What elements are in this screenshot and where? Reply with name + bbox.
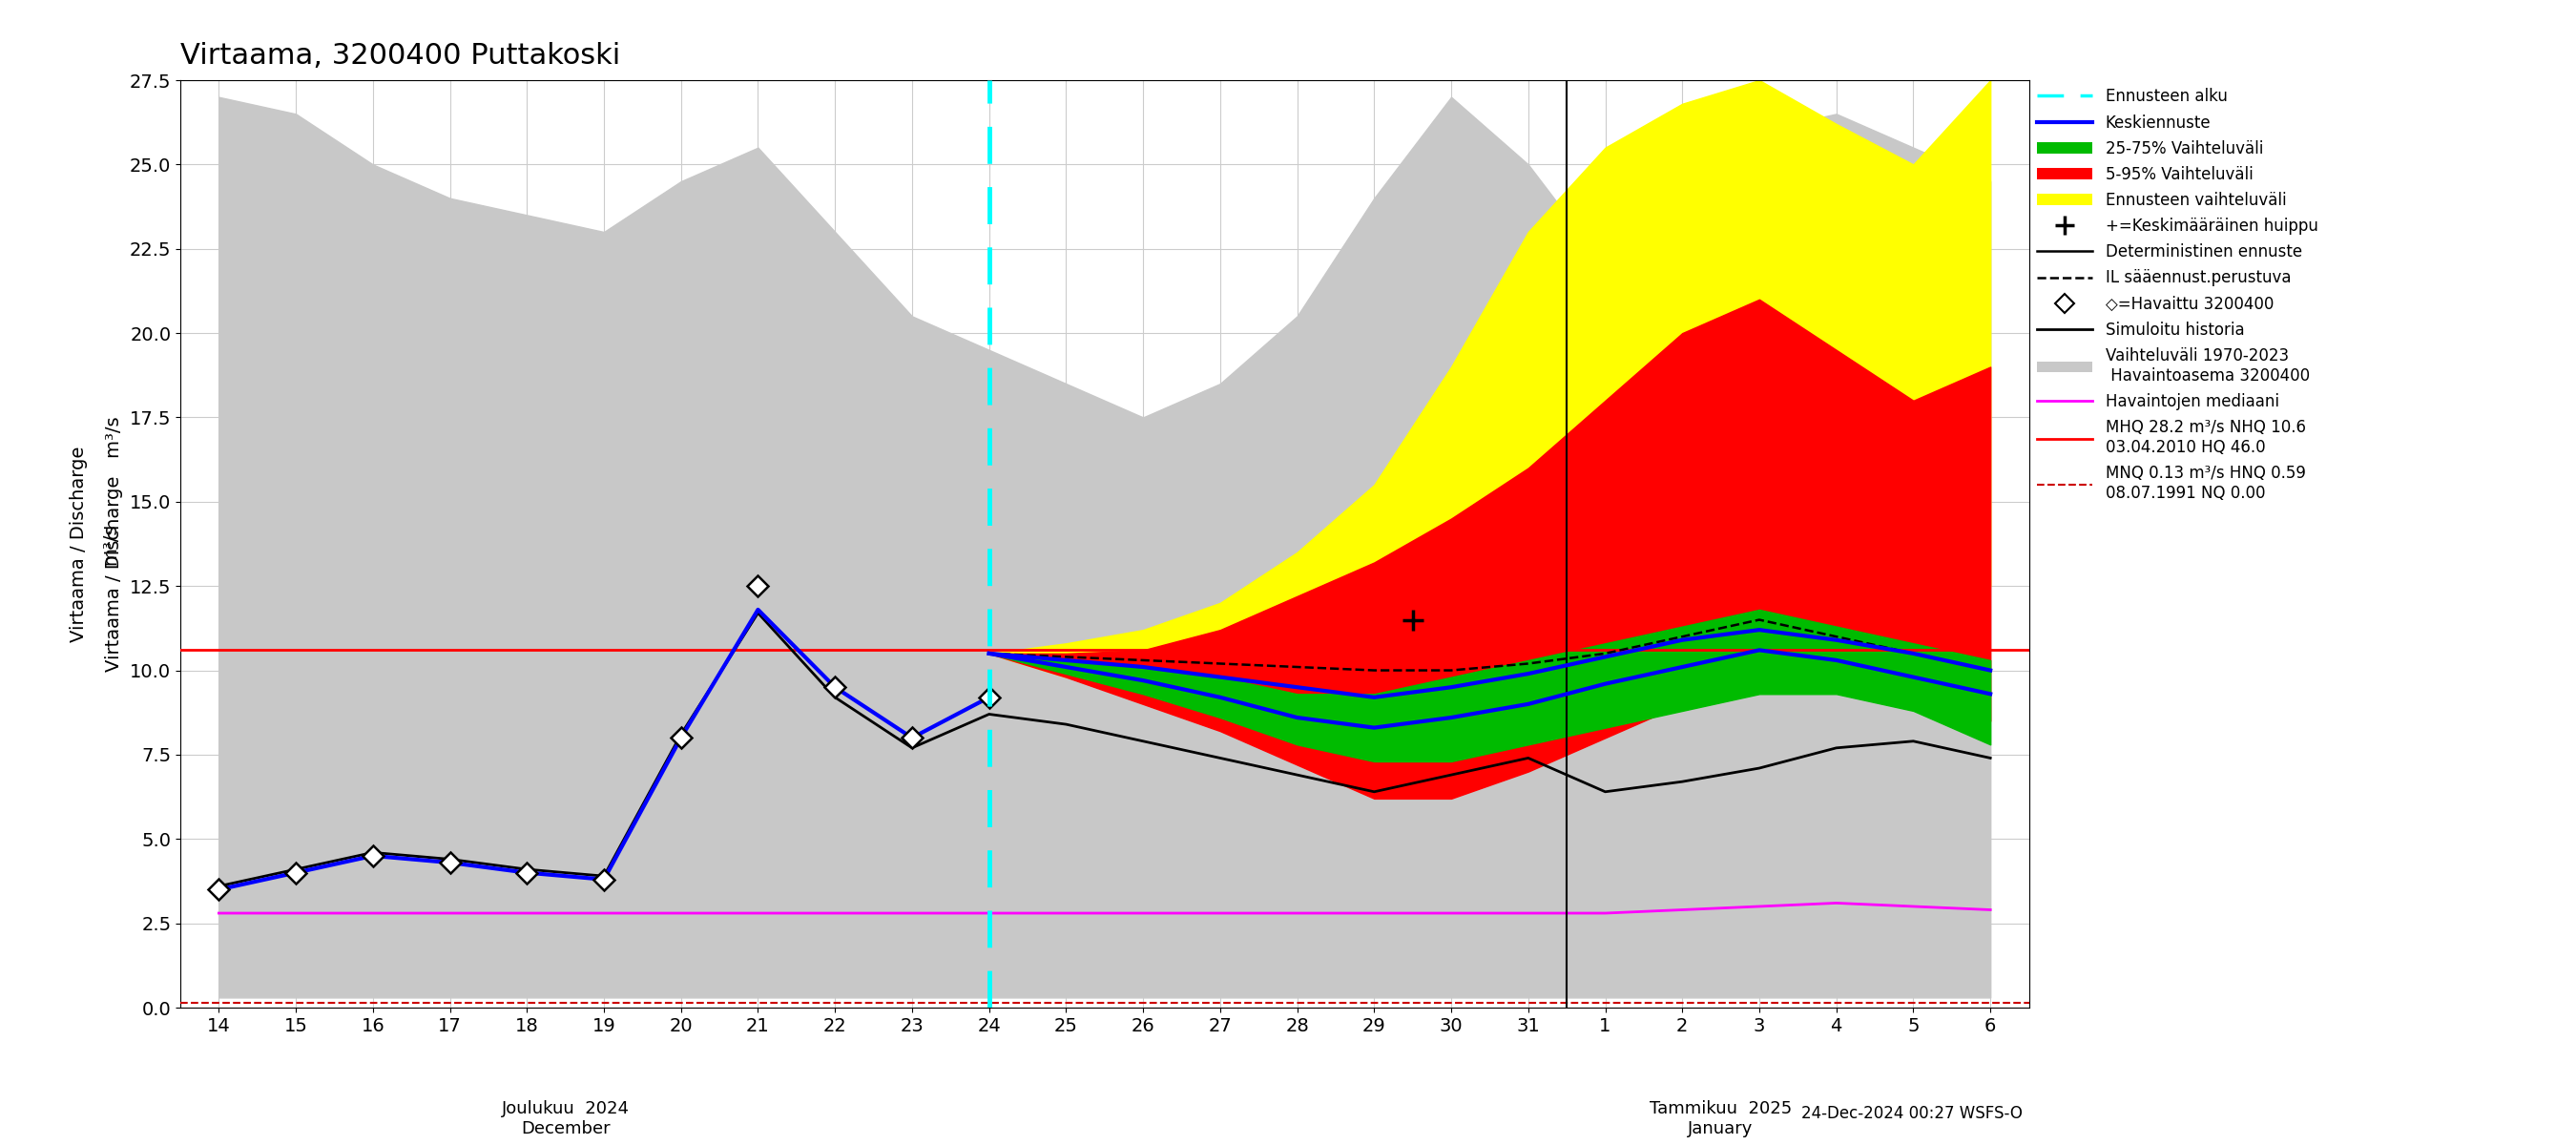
Text: m³/s: m³/s	[100, 523, 118, 564]
Text: Virtaama, 3200400 Puttakoski: Virtaama, 3200400 Puttakoski	[180, 42, 621, 70]
Text: Virtaama / Discharge: Virtaama / Discharge	[70, 445, 88, 642]
Text: Joulukuu  2024
December: Joulukuu 2024 December	[502, 1100, 629, 1137]
Y-axis label: Virtaama / Discharge   m³/s: Virtaama / Discharge m³/s	[106, 416, 124, 672]
Text: Tammikuu  2025
January: Tammikuu 2025 January	[1649, 1100, 1793, 1137]
Legend: Ennusteen alku, Keskiennuste, 25-75% Vaihteluväli, 5-95% Vaihteluväli, Ennusteen: Ennusteen alku, Keskiennuste, 25-75% Vai…	[2038, 88, 2318, 502]
Text: 24-Dec-2024 00:27 WSFS-O: 24-Dec-2024 00:27 WSFS-O	[1801, 1105, 2022, 1122]
